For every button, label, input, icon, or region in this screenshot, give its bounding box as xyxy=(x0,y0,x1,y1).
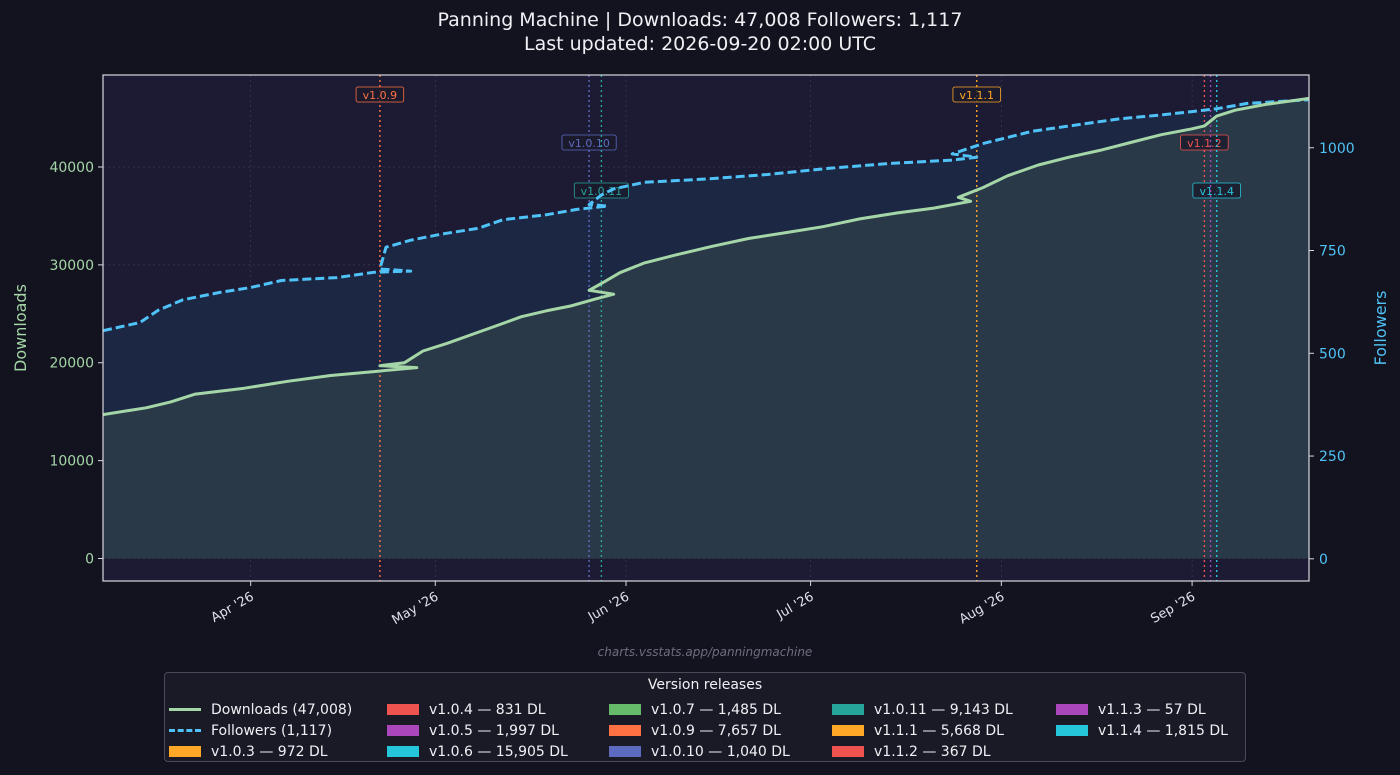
legend-label: v1.0.7 — 1,485 DL xyxy=(651,701,781,718)
watermark: charts.vsstats.app/panningmachine xyxy=(597,645,813,659)
legend-label: v1.1.2 — 367 DL xyxy=(874,743,991,760)
downloads-area xyxy=(103,98,1309,559)
y-right-tick-label: 250 xyxy=(1319,449,1346,465)
followers-line xyxy=(102,98,1310,333)
legend-color-swatch xyxy=(832,746,864,757)
legend-line-swatch xyxy=(169,729,201,732)
legend-label: v1.1.1 — 5,668 DL xyxy=(874,722,1004,739)
legend-label: Followers (1,117) xyxy=(211,722,333,739)
release-marker: v1.1.2 xyxy=(1180,134,1229,151)
legend-item: v1.1.2 — 367 DL xyxy=(832,741,1013,762)
plot-frame xyxy=(102,74,1310,582)
release-label-box xyxy=(573,182,629,199)
x-tick-label: Jun '26 xyxy=(585,589,632,625)
legend-color-swatch xyxy=(609,725,641,736)
x-tick-label: May '26 xyxy=(389,589,441,628)
release-label-box xyxy=(355,86,405,103)
legend-title: Version releases xyxy=(647,677,763,693)
legend-label: v1.0.4 — 831 DL xyxy=(429,701,546,718)
legend-item: v1.1.1 — 5,668 DL xyxy=(832,720,1013,741)
x-tick-label: Jul '26 xyxy=(774,589,817,622)
y-right-axis-label: Followers xyxy=(1371,291,1390,366)
legend-label: v1.0.5 — 1,997 DL xyxy=(429,722,559,739)
last-updated-subtitle: Last updated: 2026-09-20 02:00 UTC xyxy=(524,33,876,55)
legend-column: v1.1.3 — 57 DL v1.1.4 — 1,815 DL xyxy=(1056,699,1228,741)
release-label: v1.1.1 xyxy=(959,89,994,102)
y-right-tick-label: 0 xyxy=(1319,552,1328,568)
y-right-tick-label: 500 xyxy=(1319,346,1346,362)
legend-item: Followers (1,117) xyxy=(169,720,352,741)
legend-label: v1.0.9 — 7,657 DL xyxy=(651,722,781,739)
legend-item: v1.0.10 — 1,040 DL xyxy=(609,741,790,762)
legend-column: Downloads (47,008) Followers (1,117) v1.0.… xyxy=(169,699,352,762)
y-left-tick-label: 40000 xyxy=(49,160,94,176)
legend-label: Downloads (47,008) xyxy=(211,701,353,718)
legend-color-swatch xyxy=(609,746,641,757)
legend-item: Downloads (47,008) xyxy=(169,699,352,720)
legend-label: v1.0.3 — 972 DL xyxy=(211,743,328,760)
chart-svg: v1.0.9v1.0.10v1.0.11v1.1.1v1.1.2v1.1.4Ap… xyxy=(11,74,1390,628)
release-marker: v1.1.1 xyxy=(952,86,1001,103)
legend-color-swatch xyxy=(387,746,419,757)
legend-label: v1.1.3 — 57 DL xyxy=(1098,701,1206,718)
legend-item: v1.0.3 — 972 DL xyxy=(169,741,352,762)
release-label-box xyxy=(952,86,1001,103)
legend-item: v1.0.5 — 1,997 DL xyxy=(387,720,568,741)
release-label: v1.0.9 xyxy=(363,89,398,102)
x-tick-label: Sep '26 xyxy=(1148,589,1198,626)
legend-color-swatch xyxy=(387,704,419,715)
y-left-tick-label: 0 xyxy=(85,551,94,567)
y-left-axis-label: Downloads xyxy=(11,284,30,372)
legend-color-swatch xyxy=(387,725,419,736)
release-label-box xyxy=(561,134,617,151)
legend-item: v1.0.7 — 1,485 DL xyxy=(609,699,790,720)
legend: Version releases Downloads (47,008) Follo… xyxy=(164,672,1246,762)
legend-label: v1.0.11 — 9,143 DL xyxy=(874,701,1013,718)
release-label: v1.1.4 xyxy=(1199,185,1234,198)
legend-label: v1.0.10 — 1,040 DL xyxy=(651,743,790,760)
legend-item: v1.1.4 — 1,815 DL xyxy=(1056,720,1228,741)
x-tick-label: Apr '26 xyxy=(209,589,257,625)
legend-label: v1.1.4 — 1,815 DL xyxy=(1098,722,1228,739)
release-marker: v1.0.9 xyxy=(355,86,405,103)
legend-color-swatch xyxy=(832,704,864,715)
y-left-tick-label: 20000 xyxy=(49,356,94,372)
release-label: v1.0.10 xyxy=(568,137,610,150)
legend-color-swatch xyxy=(1056,725,1088,736)
release-label-box xyxy=(1192,182,1241,199)
y-right-tick-label: 1000 xyxy=(1319,141,1355,157)
legend-label: v1.0.6 — 15,905 DL xyxy=(429,743,568,760)
legend-item: v1.0.11 — 9,143 DL xyxy=(832,699,1013,720)
y-right-tick-label: 750 xyxy=(1319,244,1346,260)
legend-column: v1.0.7 — 1,485 DL v1.0.9 — 7,657 DL v1.0.1… xyxy=(609,699,790,762)
legend-color-swatch xyxy=(1056,704,1088,715)
y-left-tick-label: 30000 xyxy=(49,258,94,274)
legend-line-swatch xyxy=(169,708,201,711)
downloads-line xyxy=(102,96,1310,417)
release-marker: v1.1.4 xyxy=(1192,182,1241,199)
legend-color-swatch xyxy=(609,704,641,715)
y-left-tick-label: 10000 xyxy=(49,454,94,470)
chart-title: Panning Machine | Downloads: 47,008 Foll… xyxy=(437,9,963,31)
legend-item: v1.0.6 — 15,905 DL xyxy=(387,741,568,762)
legend-item: v1.0.4 — 831 DL xyxy=(387,699,568,720)
legend-item: v1.1.3 — 57 DL xyxy=(1056,699,1228,720)
legend-color-swatch xyxy=(169,746,201,757)
legend-column: v1.0.4 — 831 DL v1.0.5 — 1,997 DL v1.0.6 —… xyxy=(387,699,568,762)
x-tick-label: Aug '26 xyxy=(957,589,1007,627)
legend-item: v1.0.9 — 7,657 DL xyxy=(609,720,790,741)
release-label: v1.1.2 xyxy=(1187,137,1222,150)
legend-column: v1.0.11 — 9,143 DL v1.1.1 — 5,668 DL v1.1.… xyxy=(832,699,1013,762)
release-marker: v1.0.10 xyxy=(561,134,617,151)
legend-color-swatch xyxy=(832,725,864,736)
